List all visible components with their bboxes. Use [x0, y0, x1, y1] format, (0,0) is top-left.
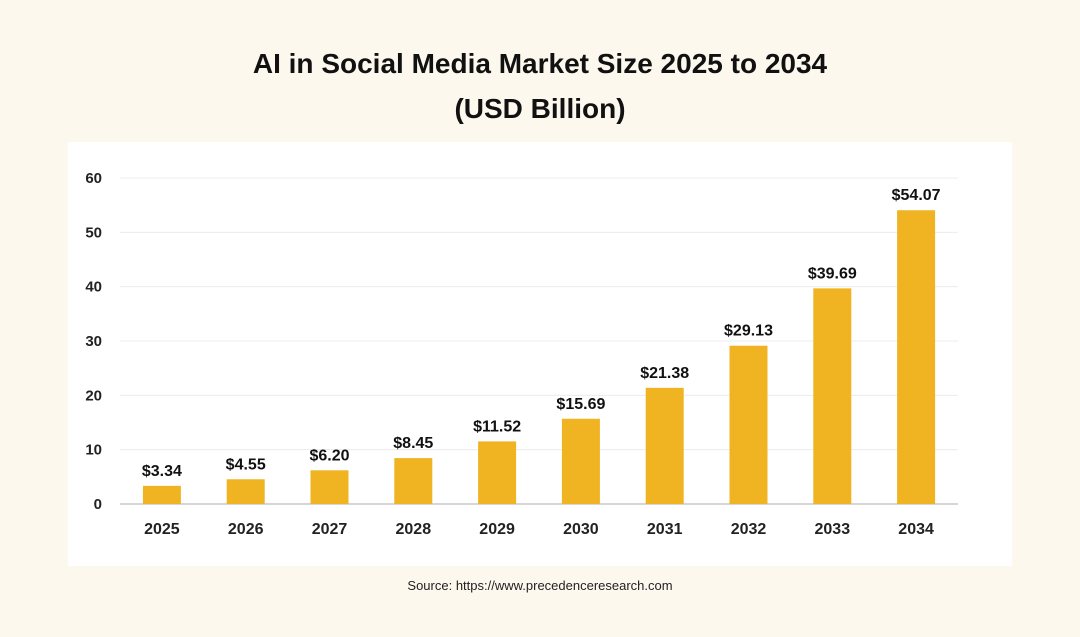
- x-tick-label: 2034: [898, 521, 934, 538]
- data-label: $6.20: [309, 447, 349, 464]
- bar: [813, 288, 852, 504]
- data-label: $11.52: [473, 418, 521, 435]
- bar: [897, 210, 936, 504]
- y-tick-label: 60: [85, 170, 102, 187]
- x-tick-label: 2026: [228, 521, 264, 538]
- bar: [310, 470, 349, 504]
- bar-chart: 0102030405060$3.342025$4.552026$6.202027…: [85, 170, 958, 538]
- y-tick-label: 20: [85, 387, 102, 404]
- x-tick-label: 2025: [144, 521, 180, 538]
- data-label: $39.69: [808, 265, 857, 282]
- bar: [561, 418, 600, 504]
- data-label: $4.55: [226, 456, 266, 473]
- y-tick-label: 0: [94, 496, 102, 513]
- x-tick-label: 2028: [396, 521, 432, 538]
- source-note: Source: https://www.precedenceresearch.c…: [407, 578, 673, 593]
- data-label: $21.38: [640, 365, 689, 382]
- x-tick-label: 2033: [815, 521, 851, 538]
- y-tick-label: 10: [85, 442, 102, 459]
- chart-panel: 0 10 20 30 40 50 60 $3.34 2025 $4.55 2026 $6.20 2027…: [68, 142, 1012, 566]
- chart-title: AI in Social Media Market Size 2025 to 2…: [252, 48, 828, 79]
- x-tick-label: 2032: [731, 521, 767, 538]
- data-label: $3.34: [142, 463, 182, 480]
- data-label: $54.07: [892, 187, 941, 204]
- y-tick-label: 30: [85, 333, 102, 350]
- x-tick-label: 2029: [479, 521, 515, 538]
- chart-subtitle: (USD Billion): [454, 93, 626, 124]
- data-label: $15.69: [556, 396, 605, 413]
- data-label: $8.45: [393, 435, 433, 452]
- y-tick-label: 50: [85, 224, 102, 241]
- x-tick-label: 2030: [563, 521, 599, 538]
- bar: [394, 458, 433, 504]
- bar: [226, 479, 265, 504]
- data-label: $29.13: [724, 323, 773, 340]
- bar: [645, 387, 684, 504]
- x-tick-label: 2027: [312, 521, 348, 538]
- bar: [142, 485, 181, 504]
- y-tick-label: 40: [85, 279, 102, 296]
- x-tick-label: 2031: [647, 521, 683, 538]
- bar: [729, 345, 768, 504]
- bar: [478, 441, 517, 504]
